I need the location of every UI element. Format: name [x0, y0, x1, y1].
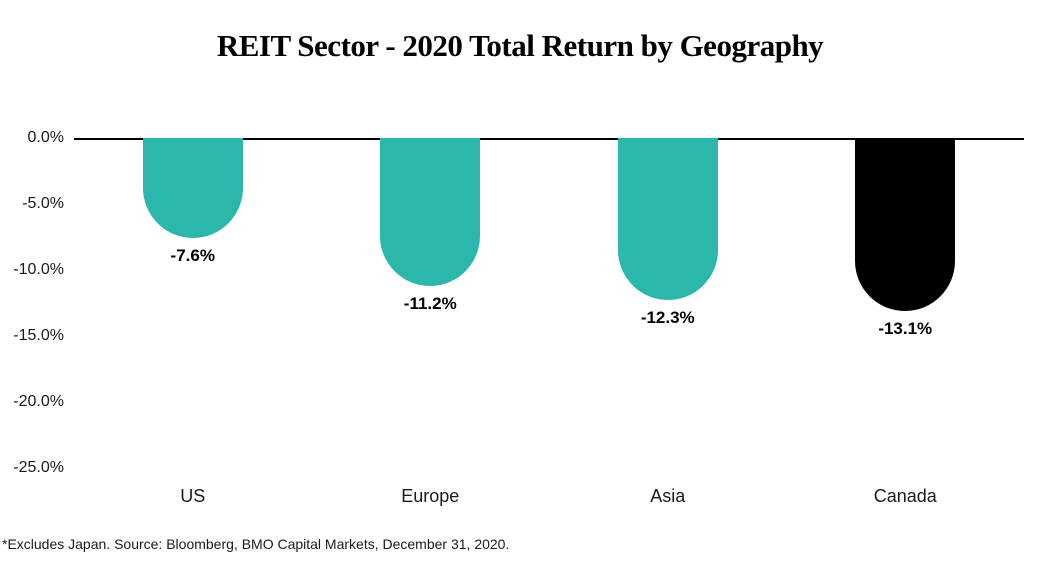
bar-asia: [618, 138, 718, 300]
category-label-canada: Canada: [874, 486, 937, 507]
category-label-asia: Asia: [650, 486, 685, 507]
ytick-5: -25.0%: [0, 459, 64, 477]
chart-title: REIT Sector - 2020 Total Return by Geogr…: [0, 0, 1040, 64]
bar-canada: [855, 138, 955, 311]
ytick-1: -5.0%: [0, 195, 64, 213]
ytick-0: 0.0%: [0, 129, 64, 147]
bar-label-us: -7.6%: [171, 246, 215, 266]
ytick-2: -10.0%: [0, 261, 64, 279]
bar-label-asia: -12.3%: [641, 308, 695, 328]
category-label-europe: Europe: [401, 486, 459, 507]
ytick-4: -20.0%: [0, 393, 64, 411]
bar-label-canada: -13.1%: [878, 319, 932, 339]
chart-area: 0.0% -5.0% -10.0% -15.0% -20.0% -25.0% -…: [74, 138, 1024, 468]
bar-europe: [380, 138, 480, 286]
bar-us: [143, 138, 243, 238]
category-label-us: US: [180, 486, 205, 507]
bar-label-europe: -11.2%: [404, 294, 457, 314]
chart-footnote: *Excludes Japan. Source: Bloomberg, BMO …: [2, 536, 509, 552]
ytick-3: -15.0%: [0, 327, 64, 345]
